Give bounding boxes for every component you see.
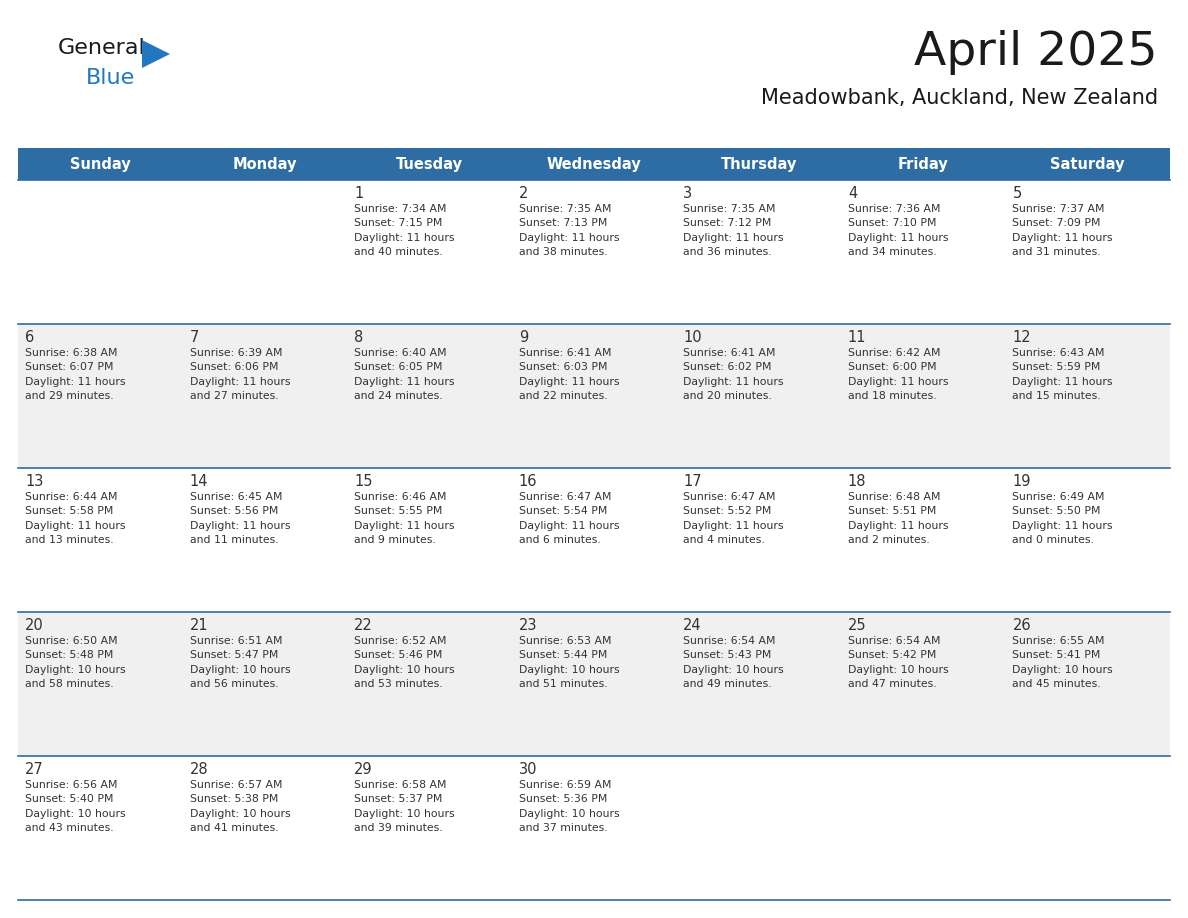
Text: Meadowbank, Auckland, New Zealand: Meadowbank, Auckland, New Zealand bbox=[760, 88, 1158, 108]
Text: Sunrise: 6:55 AM
Sunset: 5:41 PM
Daylight: 10 hours
and 45 minutes.: Sunrise: 6:55 AM Sunset: 5:41 PM Dayligh… bbox=[1012, 636, 1113, 689]
Text: 18: 18 bbox=[848, 474, 866, 489]
Text: Sunrise: 6:39 AM
Sunset: 6:06 PM
Daylight: 11 hours
and 27 minutes.: Sunrise: 6:39 AM Sunset: 6:06 PM Dayligh… bbox=[190, 348, 290, 401]
Text: Thursday: Thursday bbox=[720, 156, 797, 172]
Text: 20: 20 bbox=[25, 618, 44, 633]
Text: 10: 10 bbox=[683, 330, 702, 345]
Text: Sunrise: 6:45 AM
Sunset: 5:56 PM
Daylight: 11 hours
and 11 minutes.: Sunrise: 6:45 AM Sunset: 5:56 PM Dayligh… bbox=[190, 492, 290, 545]
Bar bbox=[512, 148, 676, 180]
Text: 4: 4 bbox=[848, 186, 857, 201]
Text: 27: 27 bbox=[25, 762, 44, 777]
Text: Sunrise: 6:41 AM
Sunset: 6:02 PM
Daylight: 11 hours
and 20 minutes.: Sunrise: 6:41 AM Sunset: 6:02 PM Dayligh… bbox=[683, 348, 784, 401]
Text: 26: 26 bbox=[1012, 618, 1031, 633]
Bar bbox=[183, 148, 347, 180]
Text: Sunrise: 6:53 AM
Sunset: 5:44 PM
Daylight: 10 hours
and 51 minutes.: Sunrise: 6:53 AM Sunset: 5:44 PM Dayligh… bbox=[519, 636, 619, 689]
Text: Sunrise: 6:42 AM
Sunset: 6:00 PM
Daylight: 11 hours
and 18 minutes.: Sunrise: 6:42 AM Sunset: 6:00 PM Dayligh… bbox=[848, 348, 948, 401]
Text: Saturday: Saturday bbox=[1050, 156, 1125, 172]
Text: 9: 9 bbox=[519, 330, 527, 345]
Text: 19: 19 bbox=[1012, 474, 1031, 489]
Text: Sunrise: 6:49 AM
Sunset: 5:50 PM
Daylight: 11 hours
and 0 minutes.: Sunrise: 6:49 AM Sunset: 5:50 PM Dayligh… bbox=[1012, 492, 1113, 545]
Bar bbox=[18, 468, 1170, 612]
Text: Blue: Blue bbox=[86, 68, 135, 88]
Bar bbox=[1005, 148, 1170, 180]
Text: Sunrise: 6:47 AM
Sunset: 5:54 PM
Daylight: 11 hours
and 6 minutes.: Sunrise: 6:47 AM Sunset: 5:54 PM Dayligh… bbox=[519, 492, 619, 545]
Text: 17: 17 bbox=[683, 474, 702, 489]
Text: 8: 8 bbox=[354, 330, 364, 345]
Text: Sunrise: 6:46 AM
Sunset: 5:55 PM
Daylight: 11 hours
and 9 minutes.: Sunrise: 6:46 AM Sunset: 5:55 PM Dayligh… bbox=[354, 492, 455, 545]
Text: Sunrise: 6:57 AM
Sunset: 5:38 PM
Daylight: 10 hours
and 41 minutes.: Sunrise: 6:57 AM Sunset: 5:38 PM Dayligh… bbox=[190, 780, 290, 834]
Text: Wednesday: Wednesday bbox=[546, 156, 642, 172]
Text: 2: 2 bbox=[519, 186, 529, 201]
Text: 13: 13 bbox=[25, 474, 44, 489]
Text: Sunrise: 6:56 AM
Sunset: 5:40 PM
Daylight: 10 hours
and 43 minutes.: Sunrise: 6:56 AM Sunset: 5:40 PM Dayligh… bbox=[25, 780, 126, 834]
Bar bbox=[347, 148, 512, 180]
Bar bbox=[18, 324, 1170, 468]
Text: April 2025: April 2025 bbox=[915, 30, 1158, 75]
Text: 25: 25 bbox=[848, 618, 866, 633]
Text: Sunrise: 6:50 AM
Sunset: 5:48 PM
Daylight: 10 hours
and 58 minutes.: Sunrise: 6:50 AM Sunset: 5:48 PM Dayligh… bbox=[25, 636, 126, 689]
Text: 15: 15 bbox=[354, 474, 373, 489]
Text: Sunrise: 7:34 AM
Sunset: 7:15 PM
Daylight: 11 hours
and 40 minutes.: Sunrise: 7:34 AM Sunset: 7:15 PM Dayligh… bbox=[354, 204, 455, 257]
Text: Sunrise: 7:35 AM
Sunset: 7:12 PM
Daylight: 11 hours
and 36 minutes.: Sunrise: 7:35 AM Sunset: 7:12 PM Dayligh… bbox=[683, 204, 784, 257]
Text: 3: 3 bbox=[683, 186, 693, 201]
Text: 28: 28 bbox=[190, 762, 208, 777]
Text: 24: 24 bbox=[683, 618, 702, 633]
Text: 11: 11 bbox=[848, 330, 866, 345]
Text: 14: 14 bbox=[190, 474, 208, 489]
Text: Sunrise: 6:54 AM
Sunset: 5:43 PM
Daylight: 10 hours
and 49 minutes.: Sunrise: 6:54 AM Sunset: 5:43 PM Dayligh… bbox=[683, 636, 784, 689]
Text: 12: 12 bbox=[1012, 330, 1031, 345]
Text: Friday: Friday bbox=[898, 156, 948, 172]
Bar bbox=[18, 612, 1170, 756]
Text: 23: 23 bbox=[519, 618, 537, 633]
Text: Sunrise: 6:41 AM
Sunset: 6:03 PM
Daylight: 11 hours
and 22 minutes.: Sunrise: 6:41 AM Sunset: 6:03 PM Dayligh… bbox=[519, 348, 619, 401]
Text: 29: 29 bbox=[354, 762, 373, 777]
Text: 30: 30 bbox=[519, 762, 537, 777]
Text: Tuesday: Tuesday bbox=[396, 156, 463, 172]
Text: 6: 6 bbox=[25, 330, 34, 345]
Text: Sunrise: 6:38 AM
Sunset: 6:07 PM
Daylight: 11 hours
and 29 minutes.: Sunrise: 6:38 AM Sunset: 6:07 PM Dayligh… bbox=[25, 348, 126, 401]
Text: 1: 1 bbox=[354, 186, 364, 201]
Text: Sunrise: 6:44 AM
Sunset: 5:58 PM
Daylight: 11 hours
and 13 minutes.: Sunrise: 6:44 AM Sunset: 5:58 PM Dayligh… bbox=[25, 492, 126, 545]
Text: Sunrise: 6:43 AM
Sunset: 5:59 PM
Daylight: 11 hours
and 15 minutes.: Sunrise: 6:43 AM Sunset: 5:59 PM Dayligh… bbox=[1012, 348, 1113, 401]
Bar bbox=[18, 180, 1170, 324]
Text: 5: 5 bbox=[1012, 186, 1022, 201]
Text: 7: 7 bbox=[190, 330, 198, 345]
Text: Sunrise: 7:36 AM
Sunset: 7:10 PM
Daylight: 11 hours
and 34 minutes.: Sunrise: 7:36 AM Sunset: 7:10 PM Dayligh… bbox=[848, 204, 948, 257]
Text: Sunrise: 6:47 AM
Sunset: 5:52 PM
Daylight: 11 hours
and 4 minutes.: Sunrise: 6:47 AM Sunset: 5:52 PM Dayligh… bbox=[683, 492, 784, 545]
Text: Sunrise: 7:37 AM
Sunset: 7:09 PM
Daylight: 11 hours
and 31 minutes.: Sunrise: 7:37 AM Sunset: 7:09 PM Dayligh… bbox=[1012, 204, 1113, 257]
Bar bbox=[841, 148, 1005, 180]
Text: Sunrise: 6:48 AM
Sunset: 5:51 PM
Daylight: 11 hours
and 2 minutes.: Sunrise: 6:48 AM Sunset: 5:51 PM Dayligh… bbox=[848, 492, 948, 545]
Bar bbox=[676, 148, 841, 180]
Text: Sunrise: 6:51 AM
Sunset: 5:47 PM
Daylight: 10 hours
and 56 minutes.: Sunrise: 6:51 AM Sunset: 5:47 PM Dayligh… bbox=[190, 636, 290, 689]
Text: Sunrise: 6:58 AM
Sunset: 5:37 PM
Daylight: 10 hours
and 39 minutes.: Sunrise: 6:58 AM Sunset: 5:37 PM Dayligh… bbox=[354, 780, 455, 834]
Text: Sunday: Sunday bbox=[70, 156, 131, 172]
Text: Sunrise: 6:54 AM
Sunset: 5:42 PM
Daylight: 10 hours
and 47 minutes.: Sunrise: 6:54 AM Sunset: 5:42 PM Dayligh… bbox=[848, 636, 948, 689]
Text: 21: 21 bbox=[190, 618, 208, 633]
Bar bbox=[18, 148, 183, 180]
Text: Sunrise: 7:35 AM
Sunset: 7:13 PM
Daylight: 11 hours
and 38 minutes.: Sunrise: 7:35 AM Sunset: 7:13 PM Dayligh… bbox=[519, 204, 619, 257]
Text: 16: 16 bbox=[519, 474, 537, 489]
Text: 22: 22 bbox=[354, 618, 373, 633]
Text: Sunrise: 6:40 AM
Sunset: 6:05 PM
Daylight: 11 hours
and 24 minutes.: Sunrise: 6:40 AM Sunset: 6:05 PM Dayligh… bbox=[354, 348, 455, 401]
Text: Monday: Monday bbox=[233, 156, 297, 172]
Text: Sunrise: 6:52 AM
Sunset: 5:46 PM
Daylight: 10 hours
and 53 minutes.: Sunrise: 6:52 AM Sunset: 5:46 PM Dayligh… bbox=[354, 636, 455, 689]
Text: General: General bbox=[58, 38, 146, 58]
Text: Sunrise: 6:59 AM
Sunset: 5:36 PM
Daylight: 10 hours
and 37 minutes.: Sunrise: 6:59 AM Sunset: 5:36 PM Dayligh… bbox=[519, 780, 619, 834]
Bar bbox=[18, 756, 1170, 900]
Polygon shape bbox=[143, 40, 170, 68]
